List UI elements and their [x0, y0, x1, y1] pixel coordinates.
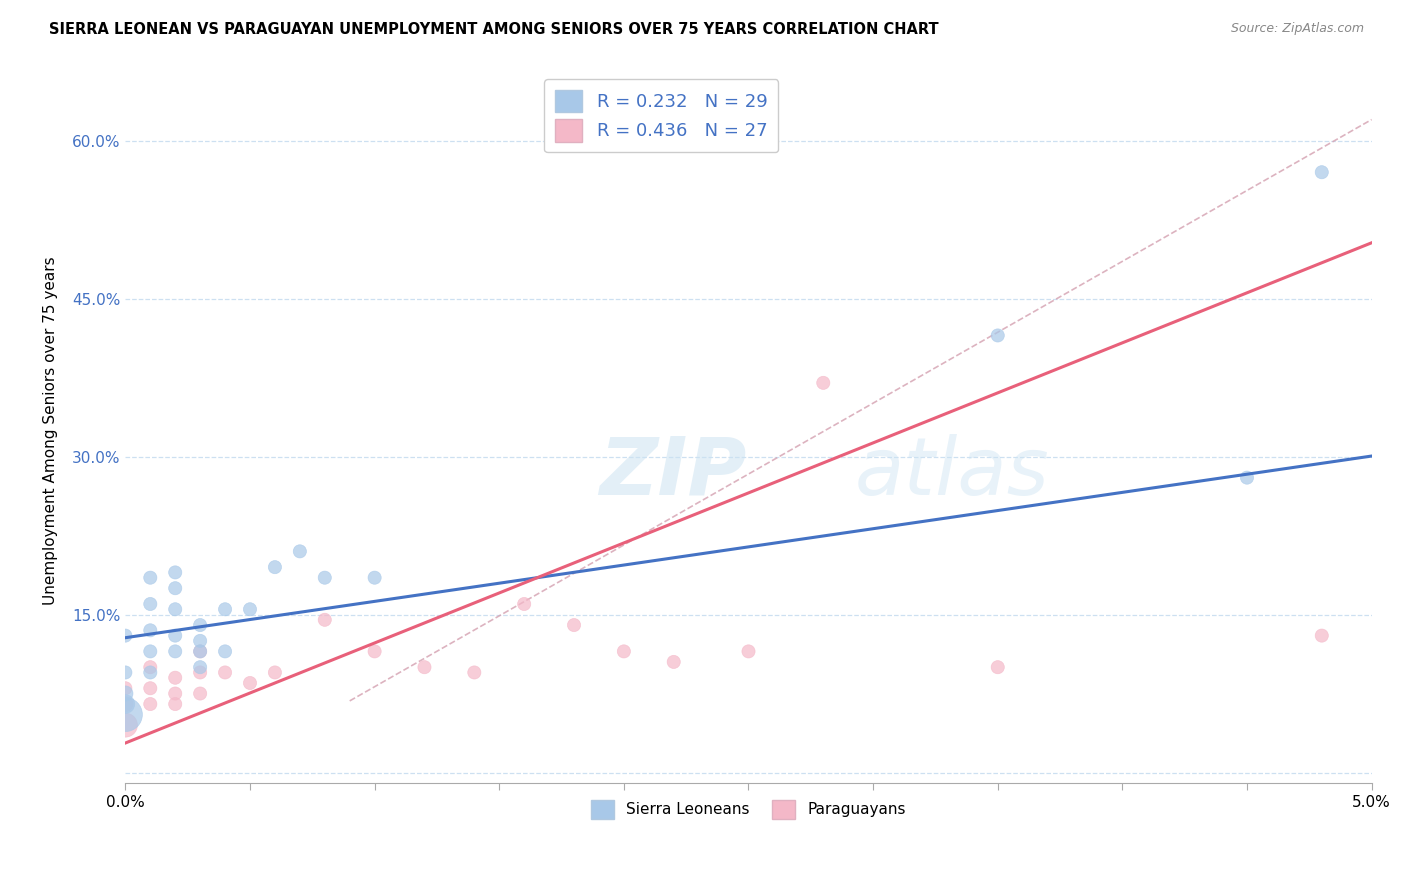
Point — [513, 597, 536, 611]
Point — [165, 644, 187, 658]
Point — [188, 665, 211, 680]
Point — [139, 681, 162, 696]
Point — [188, 644, 211, 658]
Point — [139, 697, 162, 711]
Point — [239, 602, 262, 616]
Point — [214, 644, 236, 658]
Point — [188, 633, 211, 648]
Point — [264, 560, 287, 574]
Point — [114, 718, 136, 732]
Point — [139, 571, 162, 585]
Point — [165, 629, 187, 643]
Text: ZIP: ZIP — [599, 434, 747, 512]
Point — [114, 707, 136, 722]
Point — [139, 597, 162, 611]
Point — [165, 581, 187, 595]
Point — [1310, 165, 1333, 179]
Point — [1310, 629, 1333, 643]
Point — [737, 644, 759, 658]
Point — [613, 644, 636, 658]
Point — [114, 686, 136, 700]
Point — [188, 660, 211, 674]
Point — [165, 686, 187, 700]
Point — [165, 697, 187, 711]
Point — [188, 644, 211, 658]
Point — [314, 613, 336, 627]
Point — [139, 644, 162, 658]
Point — [813, 376, 835, 390]
Point — [288, 544, 311, 558]
Point — [114, 697, 136, 711]
Legend: Sierra Leoneans, Paraguayans: Sierra Leoneans, Paraguayans — [585, 794, 912, 825]
Point — [1236, 470, 1258, 484]
Point — [165, 671, 187, 685]
Point — [114, 629, 136, 643]
Point — [562, 618, 585, 632]
Point — [139, 660, 162, 674]
Text: Source: ZipAtlas.com: Source: ZipAtlas.com — [1230, 22, 1364, 36]
Text: SIERRA LEONEAN VS PARAGUAYAN UNEMPLOYMENT AMONG SENIORS OVER 75 YEARS CORRELATIO: SIERRA LEONEAN VS PARAGUAYAN UNEMPLOYMEN… — [49, 22, 939, 37]
Point — [165, 566, 187, 580]
Point — [413, 660, 436, 674]
Point — [214, 602, 236, 616]
Point — [114, 697, 136, 711]
Point — [139, 624, 162, 638]
Point — [463, 665, 485, 680]
Point — [363, 644, 385, 658]
Point — [662, 655, 685, 669]
Point — [188, 686, 211, 700]
Point — [987, 660, 1010, 674]
Point — [139, 665, 162, 680]
Point — [987, 328, 1010, 343]
Point — [114, 681, 136, 696]
Point — [165, 602, 187, 616]
Point — [214, 665, 236, 680]
Y-axis label: Unemployment Among Seniors over 75 years: Unemployment Among Seniors over 75 years — [44, 256, 58, 605]
Point — [264, 665, 287, 680]
Point — [363, 571, 385, 585]
Point — [239, 676, 262, 690]
Text: atlas: atlas — [855, 434, 1049, 512]
Point — [114, 665, 136, 680]
Point — [314, 571, 336, 585]
Point — [188, 618, 211, 632]
